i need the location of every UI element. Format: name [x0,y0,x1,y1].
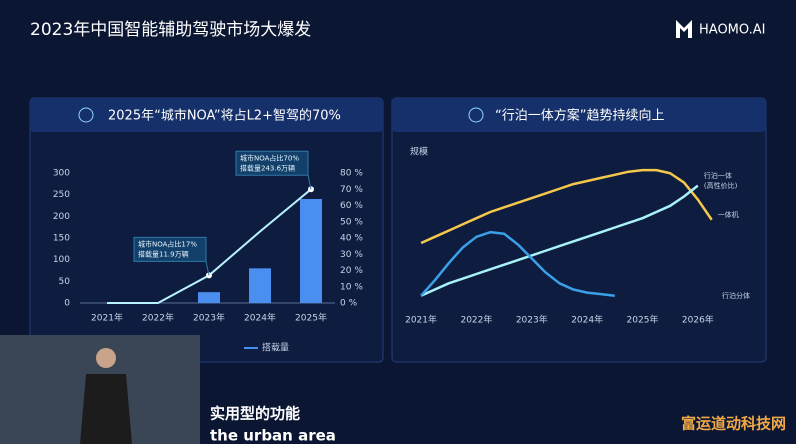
y-tick-label: 100 [53,255,70,265]
y-tick-label: 0 [64,299,70,309]
x-tick-label: 2024年 [571,314,603,326]
series-label: 行泊一体 [704,171,732,180]
bar [198,292,220,303]
logo: HAOMO.AI [699,23,765,38]
x-tick-label: 2025年 [627,314,659,326]
y2-tick-label: 0 % [340,299,358,309]
line [420,230,615,297]
watermark: 富运道动科技网 [681,415,786,433]
legend-label: 搭载量 [262,342,289,354]
y-tick-label: 50 [59,277,71,287]
annotation-text: 城市NOA占比70% [240,153,299,162]
bar [300,199,322,303]
x-tick-label: 2024年 [244,312,276,324]
annotation-text: 城市NOA占比17% [138,239,197,248]
icon [78,107,94,123]
y-axis-label: 规模 [410,147,428,158]
y-tick-label: 250 [53,190,70,200]
panel-header [392,98,766,132]
chart-title: “行泊一体方案”趋势持续向上 [495,108,664,124]
y2-tick-label: 30 % [340,250,363,260]
y2-tick-label: 40 % [340,234,363,244]
y2-tick-label: 60 % [340,201,363,211]
annotation-box [235,150,309,176]
caption: 实用型的功能 [210,405,300,423]
y2-tick-label: 80 % [340,169,363,179]
slide-title: 2023年中国智能辅助驾驶市场大爆发 [30,20,311,40]
annotation-leader [307,175,312,190]
y2-tick-label: 70 % [340,185,363,195]
x-tick-label: 2023年 [193,312,225,324]
annotation-text: 搭载量11.9万辆 [138,249,189,258]
bar [249,268,271,303]
person-body [80,374,132,444]
x-tick-label: 2021年 [91,312,123,324]
icon [468,107,484,123]
x-tick-label: 2026年 [682,314,714,326]
caption: the urban area [210,427,336,444]
annotation-leader [205,261,210,276]
series-label: 行泊分体 [722,291,750,300]
y-tick-label: 300 [53,169,70,179]
y-tick-label: 150 [53,234,70,244]
video-overlay [0,335,200,444]
x-tick-label: 2023年 [516,314,548,326]
line [420,184,699,297]
panel-header [30,98,383,132]
y2-tick-label: 20 % [340,266,363,276]
y2-tick-label: 10 % [340,282,363,292]
x-tick-label: 2021年 [405,314,437,326]
annotation-text: 搭载量243.6万辆 [240,163,295,172]
line [420,168,713,245]
annotation-box [133,236,207,262]
series-label: 一体机 [718,210,739,219]
y-tick-label: 200 [53,212,70,222]
y2-tick-label: 50 % [340,217,363,227]
chart-title: 2025年“城市NOA”将占L2+智驾的70% [108,108,341,124]
series-note: (高性价比) [704,181,738,190]
x-tick-label: 2022年 [460,314,492,326]
x-tick-label: 2022年 [142,312,174,324]
logo-icon [676,20,692,38]
person-head [96,348,116,368]
x-tick-label: 2025年 [295,312,327,324]
